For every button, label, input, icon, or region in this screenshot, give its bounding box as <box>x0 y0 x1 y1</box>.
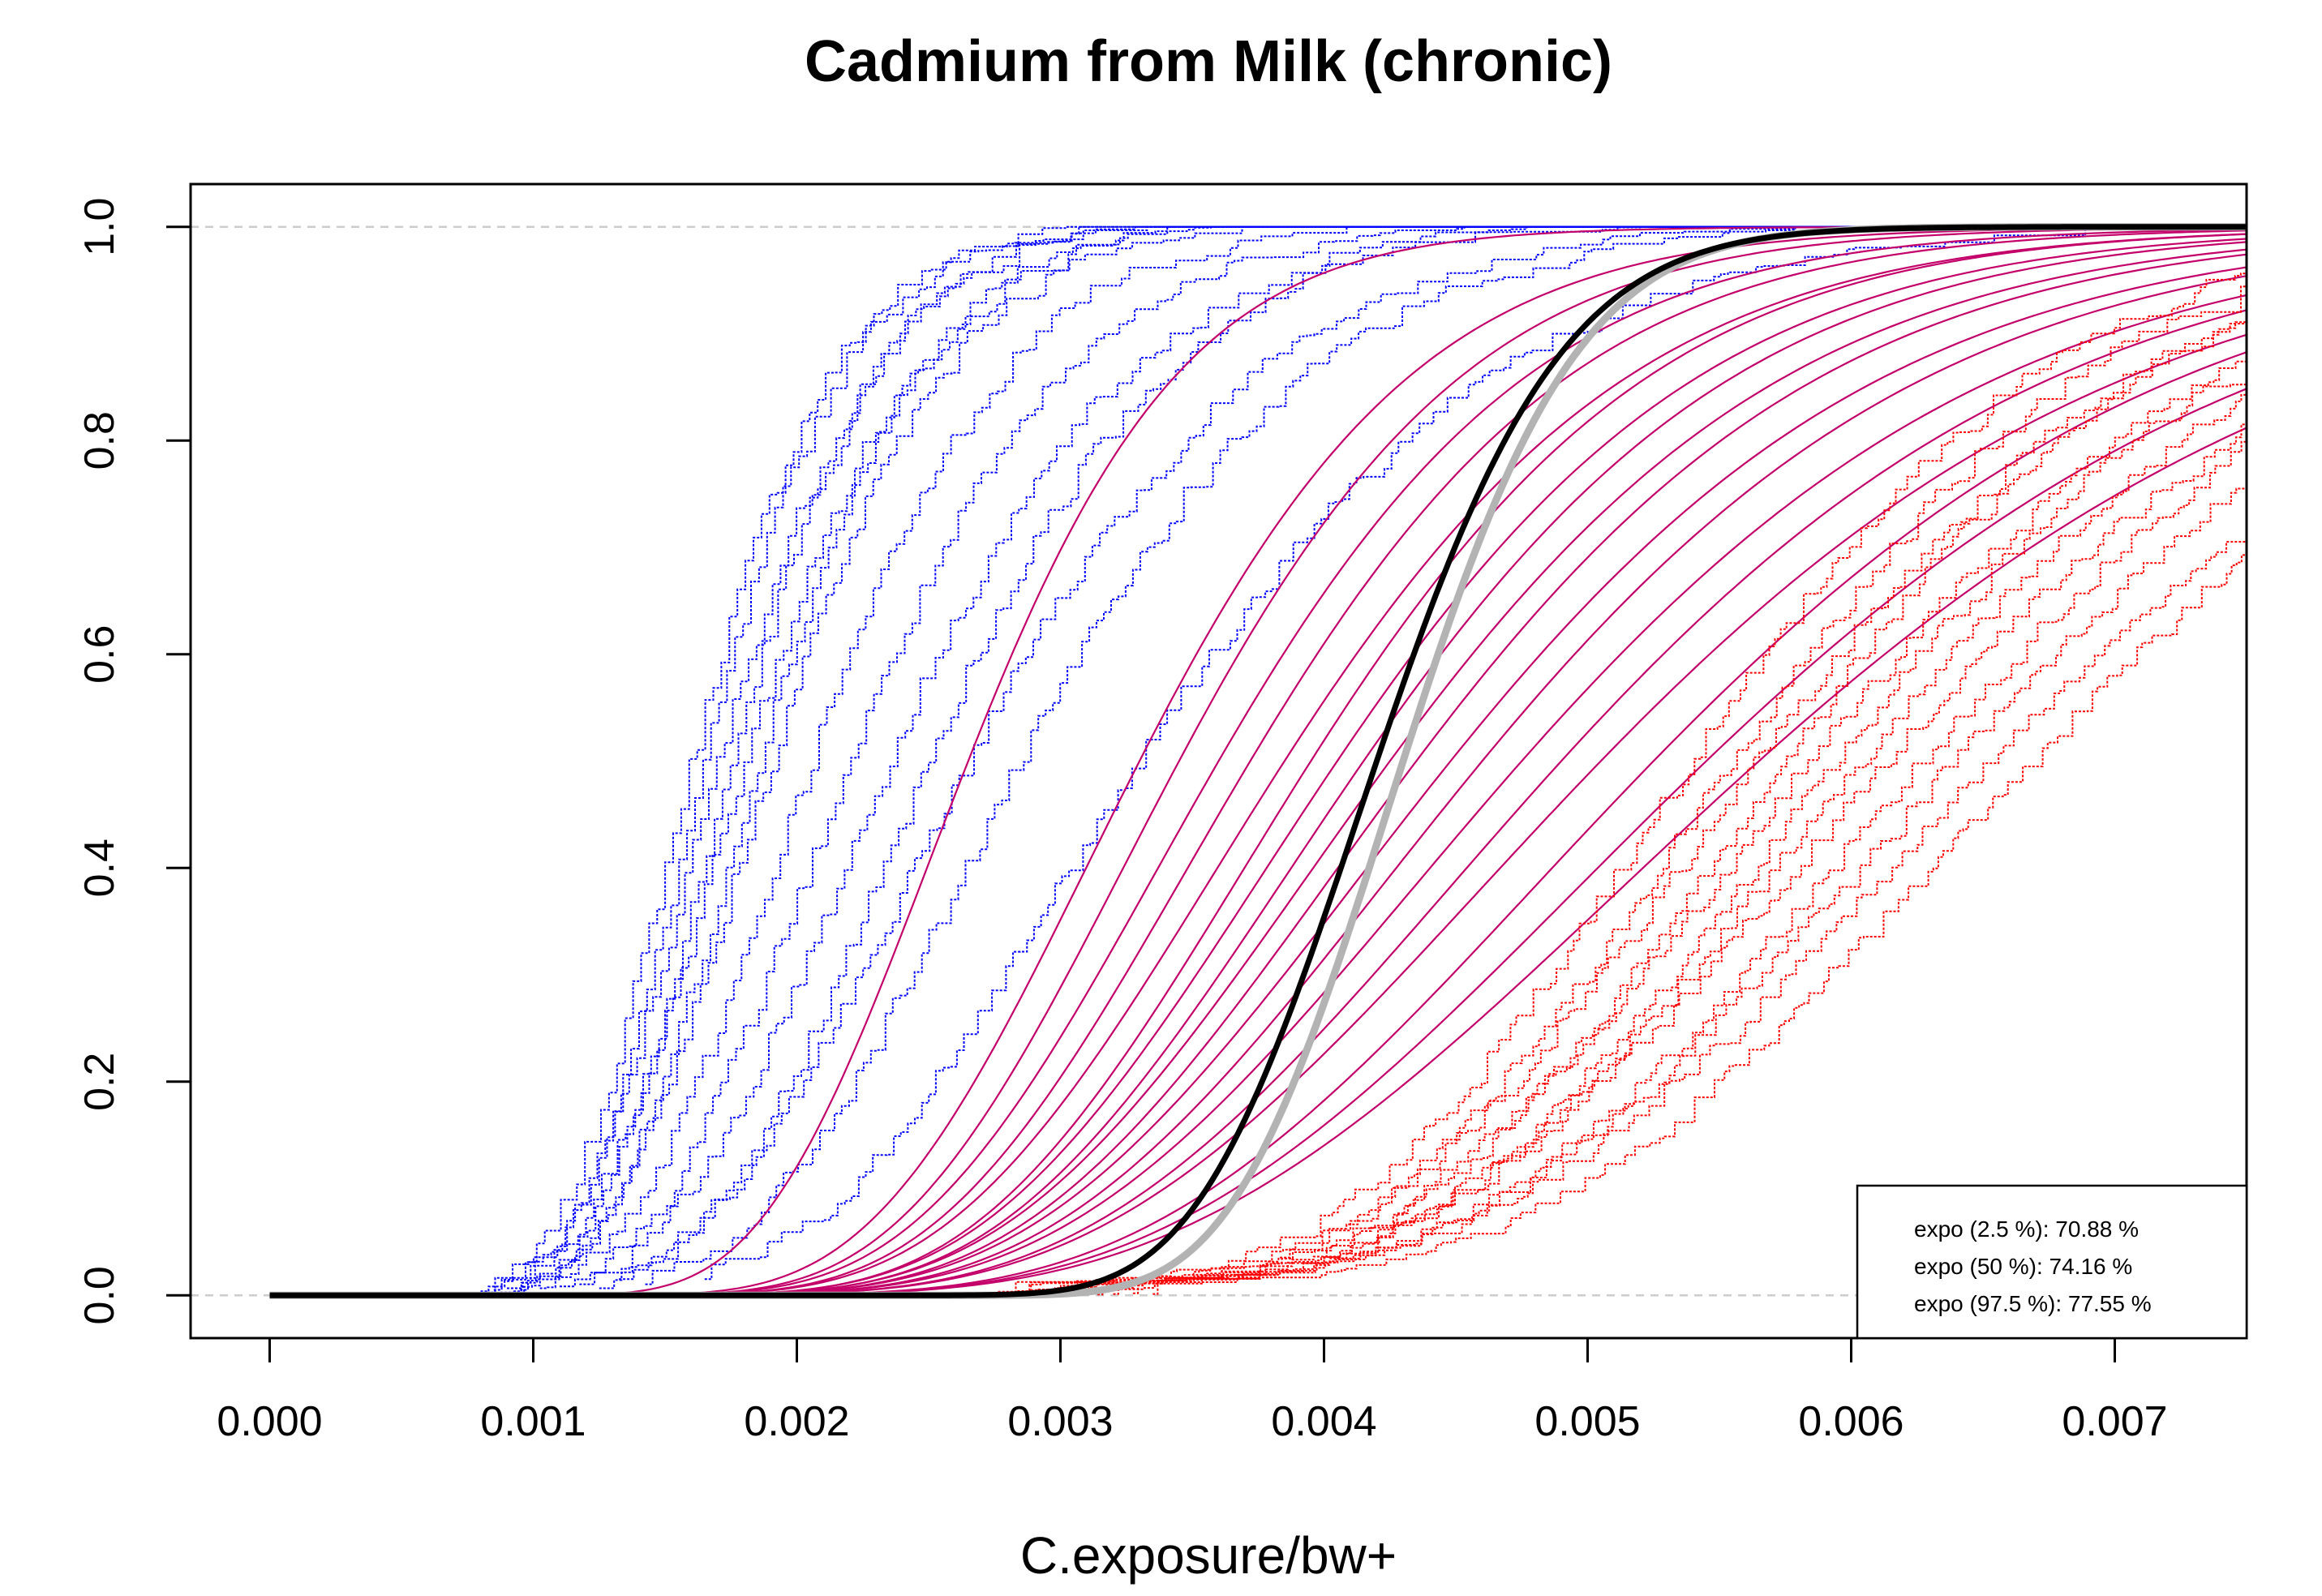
series-1-curve-0 <box>269 225 2247 1297</box>
series-1-curve-12 <box>269 275 2247 1297</box>
series-2-curve-3 <box>1027 313 2247 1296</box>
y-tick-label: 0.4 <box>76 839 123 897</box>
series-2-curve-2 <box>1014 321 2247 1296</box>
series-0-curve-13 <box>704 225 2247 1281</box>
x-tick-label: 0.005 <box>1534 1398 1640 1445</box>
y-tick-label: 0.6 <box>76 625 123 684</box>
series-1-curve-11 <box>269 266 2247 1297</box>
legend-entry-97-5: expo (97.5 %): 77.55 % <box>1914 1291 2152 1316</box>
series-2-curve-9 <box>1113 487 2247 1295</box>
series-1-curve-2 <box>269 226 2247 1297</box>
plot-curves <box>269 223 2247 1299</box>
series-group-3 <box>269 223 2247 1299</box>
x-tick-label: 0.001 <box>480 1398 586 1445</box>
x-tick-label: 0.002 <box>744 1398 849 1445</box>
series-0-curve-9 <box>579 225 2247 1285</box>
y-tick-label: 0.0 <box>76 1266 123 1324</box>
series-2-curve-6 <box>1067 393 2247 1296</box>
series-0-curve-12 <box>645 225 2247 1285</box>
y-tick-label: 1.0 <box>76 198 123 256</box>
x-tick-label: 0.006 <box>1798 1398 1904 1445</box>
legend-entry-2-5: expo (2.5 %): 70.88 % <box>1914 1216 2139 1242</box>
series-0-curve-2 <box>493 225 2247 1291</box>
x-axis: 0.000 0.001 0.002 0.003 0.004 0.005 0.006 0.007 <box>217 1336 2168 1445</box>
series-1-curve-6 <box>269 233 2247 1297</box>
series-1-curve-9 <box>269 248 2247 1297</box>
series-0-curve-0 <box>480 225 2247 1293</box>
series-4-curve-0 <box>269 224 2247 1298</box>
series-3-curve-0 <box>269 223 2247 1299</box>
series-group-4 <box>269 224 2247 1298</box>
series-2-curve-0 <box>981 272 2247 1296</box>
series-0-curve-4 <box>507 225 2247 1289</box>
series-1-curve-8 <box>269 241 2247 1297</box>
series-2-curve-10 <box>1132 519 2247 1294</box>
y-tick-label: 0.2 <box>76 1053 123 1111</box>
series-group-2 <box>981 272 2247 1296</box>
series-0-curve-6 <box>520 225 2247 1291</box>
x-axis-label: C.exposure/bw+ <box>1020 1526 1397 1585</box>
series-1-curve-10 <box>269 253 2247 1297</box>
x-tick-label: 0.003 <box>1007 1398 1113 1445</box>
series-2-curve-5 <box>1054 359 2247 1296</box>
series-1-curve-1 <box>269 226 2247 1297</box>
series-2-curve-7 <box>1079 422 2247 1295</box>
legend-entry-50: expo (50 %): 74.16 % <box>1914 1254 2132 1279</box>
series-0-curve-1 <box>487 225 2247 1294</box>
series-1-curve-15 <box>269 333 2247 1297</box>
series-2-curve-4 <box>1041 360 2247 1296</box>
series-1-curve-13 <box>269 294 2247 1297</box>
series-group-1 <box>269 225 2247 1297</box>
series-1-curve-4 <box>269 230 2247 1297</box>
series-1-curve-5 <box>269 233 2247 1297</box>
y-tick-label: 0.8 <box>76 411 123 470</box>
x-tick-label: 0.004 <box>1271 1398 1376 1445</box>
y-axis: 0.0 0.2 0.4 0.6 0.8 1.0 <box>76 198 191 1324</box>
series-0-curve-3 <box>500 225 2247 1294</box>
x-tick-label: 0.007 <box>2062 1398 2167 1445</box>
series-1-curve-3 <box>269 228 2247 1297</box>
legend-box <box>1856 1184 2248 1340</box>
series-2-curve-11 <box>1152 554 2247 1295</box>
x-tick-label: 0.000 <box>217 1398 322 1445</box>
series-2-curve-1 <box>1001 285 2247 1296</box>
legend: expo (2.5 %): 70.88 % expo (50 %): 74.16… <box>1856 1184 2248 1340</box>
chart-title: Cadmium from Milk (chronic) <box>805 29 1612 94</box>
